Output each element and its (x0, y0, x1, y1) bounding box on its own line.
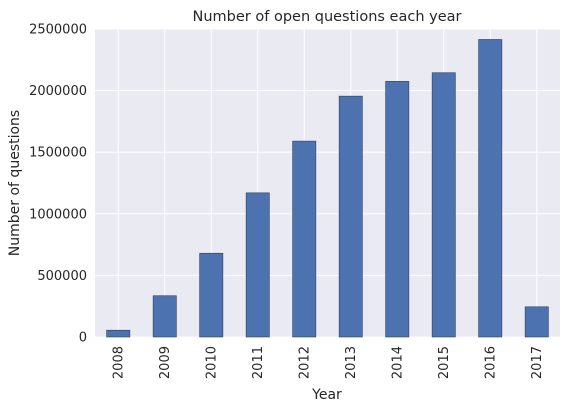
x-tick-label: 2017 (530, 346, 545, 379)
y-tick-label: 1000000 (29, 207, 87, 222)
bar-2015 (431, 72, 456, 338)
y-tick-label: 2500000 (29, 23, 87, 38)
bars (106, 39, 549, 338)
x-tick-label: 2010 (204, 346, 219, 379)
bar-2008 (106, 329, 131, 338)
y-tick-label: 1500000 (29, 146, 87, 161)
bar-2016 (478, 39, 503, 338)
x-tick-label: 2009 (158, 346, 173, 379)
x-tick-label: 2011 (251, 346, 266, 379)
y-tick-label: 0 (79, 331, 87, 346)
y-tick-label: 500000 (37, 269, 87, 284)
x-tick-label: 2008 (111, 346, 126, 379)
y-tick-labels: 0 500000 1000000 1500000 2000000 2500000 (29, 23, 87, 346)
x-tick-label: 2015 (437, 346, 452, 379)
bar-2010 (199, 252, 224, 338)
x-tick-label: 2013 (344, 346, 359, 379)
x-tick-label: 2014 (390, 346, 405, 379)
x-axis-label: Year (311, 387, 342, 403)
chart-title: Number of open questions each year (193, 9, 462, 25)
x-tick-label: 2012 (297, 346, 312, 379)
bar-2012 (292, 140, 317, 338)
bar-2017 (524, 306, 549, 338)
bar-2011 (245, 192, 270, 338)
bar-2014 (385, 81, 410, 338)
y-axis-label: Number of questions (7, 110, 23, 256)
bar-2013 (338, 95, 363, 338)
x-tick-label: 2016 (483, 346, 498, 379)
x-tick-labels: 2008 2009 2010 2011 2012 2013 2014 2015 2016 2017 (111, 346, 545, 379)
bar-2009 (152, 295, 177, 338)
y-tick-label: 2000000 (29, 84, 87, 99)
